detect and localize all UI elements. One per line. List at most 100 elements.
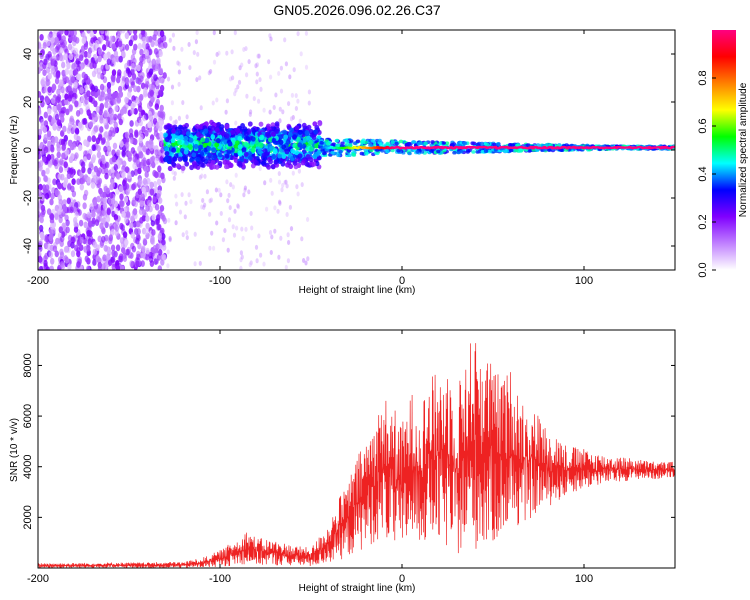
spectrogram-cell: [390, 140, 395, 145]
spectrogram-cell: [70, 250, 76, 258]
spectrogram-cell: [118, 85, 123, 93]
spectrogram-cell: [272, 148, 278, 154]
spectrogram-cell: [111, 69, 117, 76]
spectrogram-cell: [168, 37, 172, 43]
spectrogram-cell: [111, 92, 117, 100]
spectrogram-cell: [252, 96, 256, 102]
spectrogram-cell: [181, 232, 185, 238]
spectrogram-cell: [300, 182, 304, 188]
spectrogram-cell: [111, 155, 117, 163]
spectrogram-cell: [153, 112, 158, 119]
spectrogram-cell: [125, 248, 130, 256]
spectrogram-cell: [345, 139, 350, 144]
spectrogram-cell: [64, 76, 70, 84]
spectrogram-cell: [234, 87, 238, 93]
spectrogram-cell: [66, 197, 72, 205]
spectrogram-cell: [51, 187, 56, 194]
spectrogram-cell: [147, 121, 152, 129]
spectrogram-cell: [245, 93, 249, 99]
spectrogram-cell: [49, 44, 55, 52]
spectrogram-cell: [92, 61, 97, 69]
spectrogram-cell: [99, 126, 104, 133]
spectrogram-cell: [74, 152, 79, 160]
spectrogram-cell: [74, 100, 79, 108]
spectrogram-cell: [152, 245, 157, 252]
spectrogram-cell: [196, 51, 200, 57]
spectrogram-cell: [130, 107, 135, 115]
spectrogram-cell: [228, 205, 232, 211]
spectrogram-cell: [279, 65, 283, 71]
spectrogram-cell: [243, 185, 247, 191]
spectrogram-cell: [235, 225, 239, 231]
spectrogram-cell: [132, 150, 137, 158]
spectrogram-cell: [227, 192, 231, 198]
spectrogram-cell: [56, 151, 61, 159]
spectrogram-cell: [297, 153, 303, 159]
spectrogram-cell: [207, 70, 211, 76]
spectrogram-cell: [139, 151, 144, 159]
spectrogram-cell: [65, 108, 70, 116]
spectrogram-cell: [145, 148, 151, 156]
spectrogram-cell: [242, 192, 246, 198]
spectrogram-cell: [86, 229, 91, 237]
spectrogram-cell: [152, 196, 157, 203]
spectrogram-cell: [492, 142, 497, 147]
spectrogram-cell: [149, 181, 154, 189]
spectrogram-cell: [203, 128, 209, 134]
spectrogram-cell: [120, 80, 125, 88]
spectrogram-cell: [245, 136, 251, 142]
spectrogram-cell: [99, 222, 104, 230]
spectrogram-cell: [285, 162, 290, 168]
spectrogram-cell: [177, 69, 181, 75]
spectrogram-cell: [38, 249, 41, 257]
spectrogram-cell: [288, 132, 293, 138]
spectrogram-cell: [66, 127, 72, 134]
spectrogram-cell: [166, 76, 171, 82]
spectrogram-cell: [57, 182, 62, 190]
spectrogram-cell: [154, 64, 160, 72]
spectrogram-cell: [198, 75, 202, 81]
snr-y-tick-label: 8000: [22, 353, 34, 377]
spectrogram-cell: [137, 42, 142, 50]
spectrogram-cell: [189, 164, 195, 171]
spectrogram-cell: [74, 211, 79, 219]
spectrogram-cell: [510, 143, 515, 147]
spectrogram-cell: [187, 192, 191, 198]
colorbar-tick-label: 0.8: [697, 70, 709, 85]
spectrogram-cell: [67, 94, 72, 102]
spectrogram-cell: [224, 153, 230, 159]
spectrogram-y-tick-label: -20: [22, 190, 34, 206]
snr-x-tick-label: 0: [399, 573, 405, 585]
spectrogram-cell: [396, 148, 401, 153]
spectrogram-cell: [319, 141, 324, 145]
spectrogram-cell: [161, 233, 166, 240]
spectrogram-cell: [423, 141, 428, 146]
spectrogram-cell: [289, 226, 294, 232]
spectrogram-cell: [56, 124, 61, 132]
spectrogram-cell: [102, 254, 107, 262]
spectrogram-cell: [54, 113, 60, 121]
spectrogram-cell: [50, 192, 55, 200]
spectrogram-cell: [171, 161, 177, 167]
spectrogram-cell: [106, 253, 111, 260]
spectrogram-cell: [111, 57, 117, 65]
spectrogram-cell: [181, 130, 187, 136]
spectrogram-cell: [204, 137, 210, 143]
spectrogram-cell: [50, 37, 55, 44]
spectrogram-cell: [65, 219, 70, 227]
spectrogram-cell: [535, 148, 540, 152]
spectrogram-cell: [61, 61, 66, 69]
spectrogram-cell: [247, 189, 251, 195]
spectrogram-cell: [71, 178, 76, 186]
spectrogram-cell: [277, 254, 281, 260]
spectrogram-cell: [124, 166, 130, 174]
spectrogram-cell: [193, 231, 197, 237]
spectrogram-cell: [39, 34, 44, 41]
colorbar-tick-label: 0.6: [697, 118, 709, 133]
spectrogram-cell: [91, 111, 96, 119]
spectrogram-cell: [97, 48, 103, 56]
spectrogram-cell: [277, 153, 283, 159]
spectrogram-cell: [185, 230, 189, 236]
spectrogram-cell: [257, 53, 261, 59]
spectrogram-cell: [83, 43, 89, 50]
